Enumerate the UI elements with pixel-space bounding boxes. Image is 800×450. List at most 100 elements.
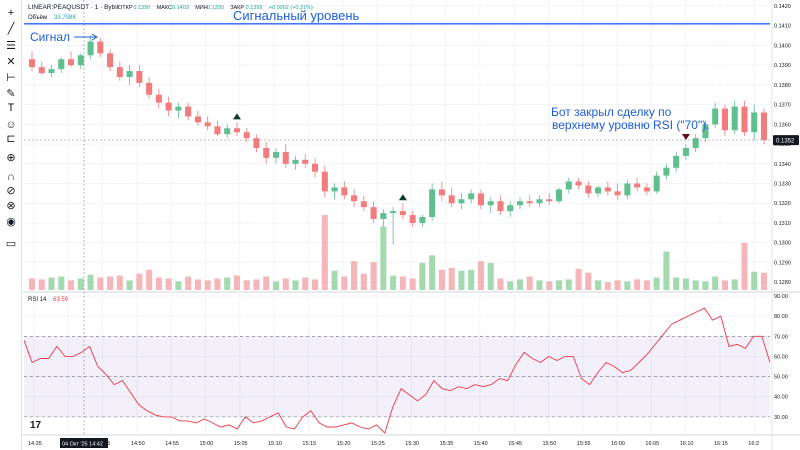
time-tick-label: 15:45 [508, 441, 522, 447]
candle-body [341, 187, 348, 196]
time-tick-label: 15:20 [337, 441, 351, 447]
rsi-pane [23, 307, 771, 434]
candle-body [643, 187, 650, 192]
volume-bar [634, 279, 641, 290]
candle-body [438, 189, 445, 196]
volume-bar [321, 215, 328, 290]
volume-bar [224, 277, 231, 290]
candle-body [253, 138, 260, 148]
volume-bars [28, 215, 768, 290]
emoji-icon[interactable]: ☺ [5, 119, 17, 131]
price-tick-label: 0.1400 [774, 43, 791, 49]
pattern-icon[interactable]: ✕ [6, 56, 16, 68]
volume-bar [136, 273, 143, 290]
candle-body [48, 69, 55, 74]
measure-icon[interactable]: ⊢ [6, 72, 16, 84]
volume-bar [438, 269, 445, 290]
ruler-icon[interactable]: ⊏ [6, 133, 16, 145]
volume-bar [497, 278, 504, 290]
candle-body [107, 53, 114, 68]
volume-bar [429, 255, 436, 290]
candle-body [409, 215, 416, 223]
volume-bar [575, 268, 582, 290]
volume-bar [536, 280, 543, 290]
volume-bar [673, 277, 680, 290]
time-tick-label: 15:25 [371, 441, 385, 447]
ohlc-label: ОТКР [118, 5, 133, 11]
volume-bar [390, 275, 397, 290]
time-tick-label: 14:50 [131, 441, 145, 447]
volume-value: 33.708K [54, 15, 76, 21]
candle-body [321, 171, 328, 192]
crosshair-icon[interactable]: + [7, 7, 15, 19]
rsi-tick-label: 50.00 [774, 375, 788, 381]
eye-icon[interactable]: ◉ [6, 216, 16, 228]
candle-body [194, 116, 201, 123]
ohlc-values: ОТКР 0.1390 МАКС 0.1403 МИН 0.1390 ЗАКР 0.1399 +… [118, 5, 313, 11]
candle-body [399, 211, 406, 216]
volume-bar [263, 276, 270, 290]
volume-bar [682, 278, 689, 290]
volume-bar [292, 280, 299, 290]
price-tick-label: 0.1380 [774, 83, 791, 89]
ohlc-value: 0.1403 [172, 5, 189, 11]
candle-body [28, 59, 36, 68]
candle-body [165, 102, 172, 111]
volume-bar [116, 275, 123, 290]
time-tick-label: 15:40 [474, 441, 488, 447]
chart-area[interactable]: 0.14200.14100.14000.13900.13800.13700.13… [22, 0, 800, 450]
lock-draw-icon[interactable]: ⊗ [6, 200, 16, 212]
volume-bar [565, 279, 572, 290]
volume-bar [507, 281, 514, 290]
time-tick-label: 16:2 [748, 441, 759, 447]
drawing-toolbar: + ╱ ☰ ✕ ⊢ ✎ T ☺ ⊏ ⊕ ∩ ⊘ ⊗ ◉ ▭ [0, 0, 22, 450]
volume-bar [360, 273, 367, 290]
volume-bar [77, 278, 84, 290]
buy-marker [398, 194, 407, 201]
candle-body [477, 193, 484, 206]
candle-body [516, 201, 524, 206]
volume-bar [721, 280, 728, 290]
volume-bar [741, 242, 748, 290]
candle-body [634, 183, 641, 188]
candle-body [692, 138, 699, 148]
magnet-icon[interactable]: ∩ [7, 171, 15, 183]
candle-body [292, 159, 299, 164]
zoom-icon[interactable]: ⊕ [6, 152, 16, 164]
rsi-label: RSI 14 [28, 297, 47, 303]
bot-annotation-line1: Бот закрыл сделку по [551, 105, 672, 119]
candle-body [331, 187, 338, 192]
sell-marker [681, 134, 690, 141]
candle-body [302, 159, 309, 164]
candle-body [243, 132, 250, 139]
lock-icon[interactable]: ⊘ [6, 185, 16, 197]
trash-icon[interactable]: ▭ [5, 238, 17, 250]
volume-bar [751, 271, 758, 290]
buy-marker [232, 113, 241, 120]
volume-bar [194, 279, 201, 290]
time-tick-label: 15:05 [234, 441, 248, 447]
volume-bar [370, 262, 377, 290]
volume-bar [175, 281, 182, 290]
time-tick-label: 15:30 [405, 441, 419, 447]
text-icon[interactable]: T [7, 102, 15, 114]
volume-bar [712, 276, 719, 290]
volume-bar [282, 278, 289, 290]
brush-icon[interactable]: ✎ [6, 88, 16, 100]
volume-bar [107, 276, 114, 290]
rsi-tick-label: 70.00 [774, 334, 788, 340]
fib-icon[interactable]: ☰ [6, 40, 16, 52]
volume-bar [604, 282, 611, 290]
candle-body [653, 175, 660, 192]
candle-body [224, 128, 231, 135]
candle-body [497, 201, 504, 212]
candle-body [116, 67, 123, 77]
price-tick-label: 0.1390 [774, 63, 791, 69]
volume-bar [233, 275, 240, 290]
candlesticks [28, 35, 768, 245]
trend-line-icon[interactable]: ╱ [7, 23, 15, 35]
time-tick-label: 16:05 [645, 441, 659, 447]
candle-body [526, 201, 533, 204]
candle-body [721, 108, 728, 131]
time-tick-label: 15:10 [268, 441, 282, 447]
